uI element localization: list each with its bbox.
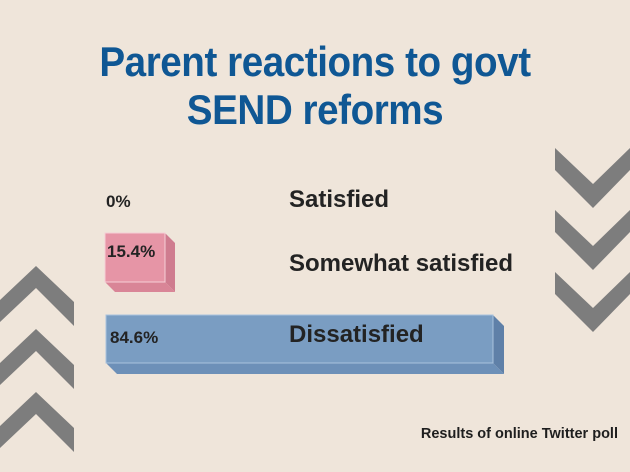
source-note: Results of online Twitter poll (420, 426, 618, 442)
category-label-dissatisfied: Dissatisfied (289, 321, 424, 348)
bar-value-label-dissatisfied: 84.6% (110, 328, 159, 347)
chart-title-line-1: Parent reactions to govt (99, 38, 531, 85)
bar-dissatisfied (105, 314, 504, 374)
bar-somewhat-satisfied (104, 232, 175, 292)
category-label-satisfied: Satisfied (289, 186, 390, 213)
bar-value-label-satisfied: 0% (106, 192, 131, 211)
chart-title: Parent reactions to govt SEND reforms (25, 38, 605, 134)
chevron-down-icon (555, 148, 630, 332)
category-label-somewhat-satisfied: Somewhat satisfied (289, 250, 514, 277)
chart-title-line-2: SEND reforms (186, 86, 444, 133)
chevron-up-icon (0, 266, 74, 452)
bar-value-label-somewhat-satisfied: 15.4% (107, 242, 156, 261)
